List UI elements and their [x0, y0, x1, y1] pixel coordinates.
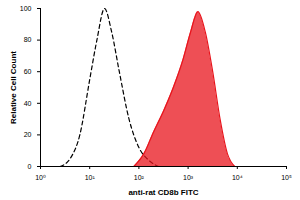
svg-text:40: 40: [24, 100, 32, 107]
svg-text:20: 20: [24, 131, 32, 138]
svg-text:10²: 10²: [134, 174, 145, 181]
svg-text:10³: 10³: [183, 174, 194, 181]
svg-text:0: 0: [28, 163, 32, 170]
svg-text:anti-rat CD8b FITC: anti-rat CD8b FITC: [128, 188, 198, 197]
svg-text:80: 80: [24, 36, 32, 43]
svg-text:Relative Cell Count: Relative Cell Count: [9, 51, 18, 124]
svg-text:60: 60: [24, 68, 32, 75]
svg-text:10⁰: 10⁰: [35, 174, 46, 181]
svg-text:10⁴: 10⁴: [232, 174, 243, 181]
svg-text:10⁵: 10⁵: [281, 174, 292, 181]
svg-text:10¹: 10¹: [85, 174, 96, 181]
svg-text:100: 100: [20, 5, 32, 12]
